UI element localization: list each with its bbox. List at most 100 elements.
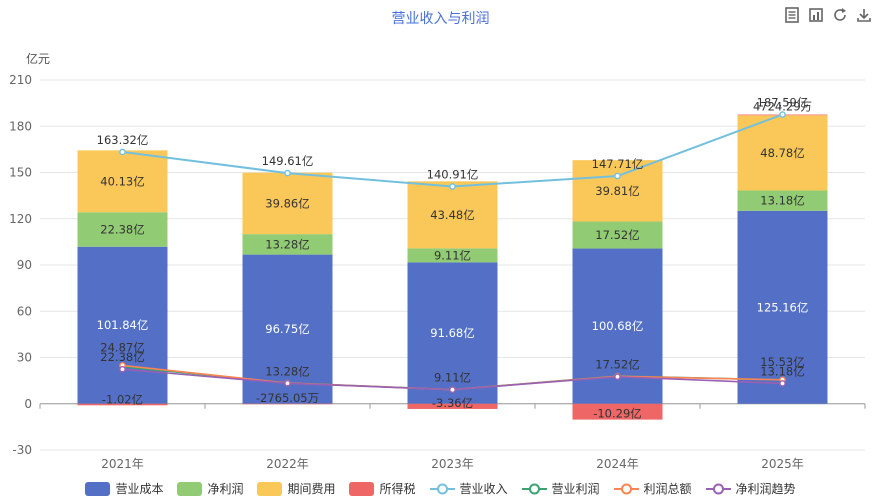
bar-label: 4724.29万 bbox=[753, 100, 812, 114]
line-label: 17.52亿 bbox=[595, 358, 639, 372]
y-tick-label: 180 bbox=[9, 119, 32, 133]
point-营业收入 bbox=[284, 169, 291, 177]
legend-label: 营业收入 bbox=[459, 482, 508, 496]
legend-label: 营业利润 bbox=[551, 482, 600, 496]
y-tick-label: 210 bbox=[9, 73, 32, 87]
legend-label: 净利润趋势 bbox=[735, 482, 796, 496]
bar-label: 48.78亿 bbox=[760, 146, 804, 160]
line-label: 149.61亿 bbox=[262, 154, 314, 168]
x-tick-label: 2022年 bbox=[266, 457, 309, 471]
data-view-icon[interactable] bbox=[783, 6, 801, 24]
legend-item[interactable]: 净利润 bbox=[177, 480, 243, 497]
line-label: 22.38亿 bbox=[100, 350, 144, 364]
legend-swatch bbox=[85, 481, 111, 496]
bar-营业成本 bbox=[737, 210, 828, 404]
bar-label: 22.38亿 bbox=[100, 222, 144, 236]
line-label: 13.18亿 bbox=[760, 364, 804, 378]
chart-plot-area: -30 0 30 60 90 120 150 180 210 2021年 2022年 2023年 202… bbox=[9, 73, 866, 471]
point-净利润趋势 bbox=[284, 379, 291, 387]
y-tick-label: 120 bbox=[9, 212, 32, 226]
legend-swatch bbox=[349, 481, 375, 496]
bar-净利润 bbox=[737, 190, 828, 211]
bar-所得税 bbox=[242, 403, 333, 405]
bar-label: 125.16亿 bbox=[757, 300, 809, 314]
bar-label: -10.29亿 bbox=[593, 407, 642, 421]
x-tick-label: 2024年 bbox=[596, 457, 639, 471]
line-label: 13.28亿 bbox=[265, 364, 309, 378]
legend-item[interactable]: 营业收入 bbox=[429, 480, 508, 497]
legend-swatch bbox=[257, 481, 283, 496]
chart-toolbar bbox=[783, 6, 873, 24]
y-axis-unit: 亿元 bbox=[26, 52, 51, 66]
line-label: 9.11亿 bbox=[434, 371, 471, 385]
y-tick-label: 0 bbox=[24, 397, 32, 411]
bar-label: 91.68亿 bbox=[430, 326, 474, 340]
point-营业收入 bbox=[779, 111, 786, 118]
legend-item[interactable]: 净利润趋势 bbox=[705, 480, 796, 497]
legend-item[interactable]: 营业利润 bbox=[521, 480, 600, 497]
line-label: 15.53亿 bbox=[760, 355, 804, 369]
restore-icon[interactable] bbox=[831, 6, 849, 24]
bar-label: 17.52亿 bbox=[595, 228, 639, 242]
y-tick-label: 90 bbox=[17, 258, 32, 272]
legend-item[interactable]: 营业成本 bbox=[85, 480, 163, 497]
line-label: 163.32亿 bbox=[97, 133, 149, 147]
point-营业收入 bbox=[119, 148, 126, 156]
bar-label: 100.68亿 bbox=[592, 319, 644, 333]
point-净利润趋势 bbox=[779, 380, 786, 387]
legend-swatch bbox=[521, 482, 547, 496]
bar-label: 40.13亿 bbox=[100, 174, 144, 188]
line-label: 140.91亿 bbox=[427, 168, 479, 182]
legend-swatch bbox=[177, 481, 203, 496]
bar-label: 43.48亿 bbox=[430, 208, 474, 222]
bar-所得税 bbox=[572, 403, 663, 420]
bar-营业成本 bbox=[242, 254, 333, 404]
bar-期间费用 bbox=[77, 150, 168, 213]
legend-label: 利润总额 bbox=[643, 482, 692, 496]
point-营业收入 bbox=[614, 172, 621, 180]
point-净利润趋势 bbox=[614, 373, 621, 381]
download-icon[interactable] bbox=[855, 6, 873, 24]
bar-净利润 bbox=[242, 234, 333, 255]
line-label: 147.71亿 bbox=[592, 157, 644, 171]
bar-switch-icon[interactable] bbox=[807, 6, 825, 24]
bar-净利润 bbox=[407, 248, 498, 263]
y-tick-label: -30 bbox=[12, 443, 32, 457]
chart-title: 营业收入与利润 bbox=[391, 11, 490, 27]
y-tick-label: 30 bbox=[17, 351, 32, 365]
bar-label: 39.81亿 bbox=[595, 184, 639, 198]
line-label: 187.59亿 bbox=[757, 96, 809, 110]
legend-label: 净利润 bbox=[207, 482, 244, 496]
legend-swatch bbox=[705, 482, 731, 496]
bar-label: 13.28亿 bbox=[265, 237, 309, 251]
legend-item[interactable]: 期间费用 bbox=[257, 480, 335, 497]
x-tick-label: 2021年 bbox=[101, 457, 144, 471]
x-tick-label: 2025年 bbox=[761, 457, 804, 471]
legend-label: 期间费用 bbox=[287, 482, 336, 496]
bar-label: 9.11亿 bbox=[434, 248, 471, 262]
bar-所得税 bbox=[77, 403, 168, 406]
legend-label: 所得税 bbox=[379, 482, 416, 496]
legend-swatch bbox=[429, 482, 455, 496]
point-净利润趋势 bbox=[119, 365, 126, 373]
bar-label: 13.18亿 bbox=[760, 194, 804, 208]
bar-净利润 bbox=[572, 221, 663, 249]
bar-label: -3.36亿 bbox=[432, 396, 473, 410]
bar-净利润 bbox=[77, 212, 168, 247]
line-label: 24.87亿 bbox=[100, 340, 144, 354]
legend-swatch bbox=[613, 482, 639, 496]
point-营业收入 bbox=[449, 183, 456, 190]
chart-legend: 营业成本 净利润 期间费用 所得税 营业收入 营业利润 利润总额 净利润趋势 bbox=[0, 480, 881, 497]
bar-营业成本 bbox=[407, 262, 498, 404]
bar-所得税 bbox=[407, 403, 498, 409]
bar-期间费用 bbox=[407, 181, 498, 249]
legend-item[interactable]: 利润总额 bbox=[613, 480, 692, 497]
bar-期间费用 bbox=[737, 115, 828, 191]
bar-label: 96.75亿 bbox=[265, 322, 309, 336]
legend-item[interactable]: 所得税 bbox=[349, 480, 416, 497]
bar-label: 39.86亿 bbox=[265, 196, 309, 210]
bar-label: -2765.05万 bbox=[256, 391, 319, 405]
bar-营业成本 bbox=[77, 246, 168, 404]
y-tick-label: 60 bbox=[17, 304, 32, 318]
y-tick-label: 150 bbox=[9, 166, 32, 180]
